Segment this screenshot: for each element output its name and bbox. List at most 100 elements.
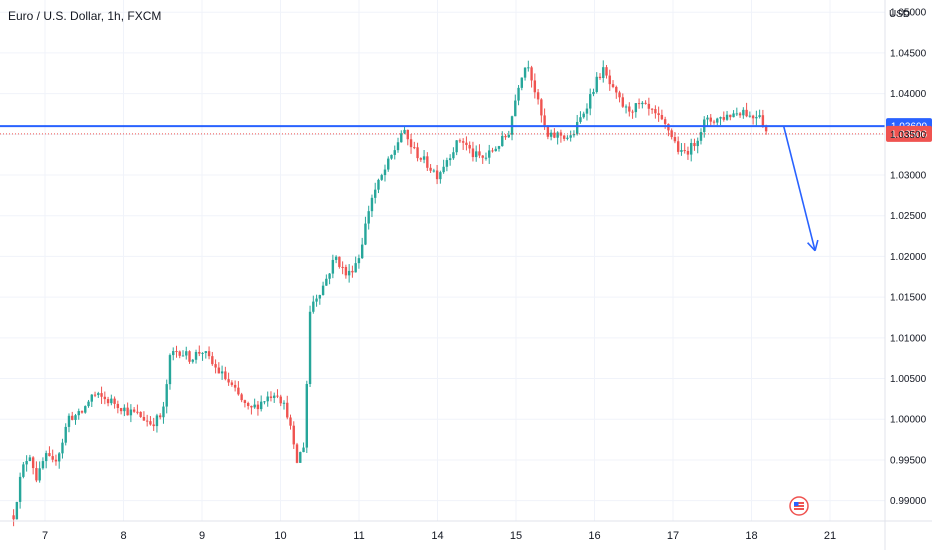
candle-body	[269, 396, 273, 398]
candle-body	[90, 394, 93, 402]
candle-body	[439, 172, 442, 180]
candle-body	[390, 154, 393, 159]
candle-body	[35, 468, 38, 481]
candle-body	[468, 145, 471, 149]
candle-body	[442, 166, 445, 173]
candle-body	[618, 92, 621, 98]
candle-body	[240, 394, 243, 401]
candle-body	[657, 113, 660, 116]
candle-body	[168, 355, 172, 385]
candle-body	[211, 356, 214, 365]
candle-body	[448, 158, 452, 161]
candle-body	[74, 415, 77, 420]
candle-body	[286, 402, 289, 418]
candle-body	[481, 155, 484, 158]
y-tick-label: 1.01000	[890, 333, 927, 344]
candle-body	[172, 351, 175, 356]
candle-body	[259, 401, 263, 410]
candle-body	[491, 150, 494, 152]
y-tick-label: 1.02000	[890, 252, 927, 263]
candle-body	[383, 169, 387, 176]
candle-body	[435, 170, 439, 180]
candle-body	[712, 121, 716, 123]
candle-body	[126, 407, 129, 416]
candle-body	[748, 115, 752, 117]
candle-body	[15, 501, 19, 520]
candle-body	[279, 396, 282, 404]
candle-body	[338, 256, 341, 267]
candle-body	[80, 411, 84, 413]
candle-body	[178, 351, 181, 356]
candle-body	[647, 103, 651, 109]
candle-body	[22, 464, 25, 477]
candle-body	[751, 115, 755, 119]
candle-body	[224, 371, 227, 380]
candle-body	[663, 119, 667, 124]
candle-body	[530, 67, 533, 81]
candle-body	[673, 137, 677, 142]
economic-event-flag-icon[interactable]	[789, 496, 809, 516]
candle-body	[48, 453, 51, 457]
candle-body	[318, 295, 322, 299]
candle-body	[732, 113, 735, 118]
candle-body	[598, 76, 602, 79]
candle-body	[364, 223, 367, 245]
candle-body	[637, 103, 641, 105]
candle-body	[461, 141, 465, 143]
candle-body	[725, 114, 729, 120]
candle-body	[722, 117, 725, 120]
overlays: 1.036001.03506	[0, 118, 932, 252]
projection-arrow-line[interactable]	[782, 125, 816, 251]
x-tick-label: 21	[824, 530, 836, 542]
candle-body	[97, 393, 100, 396]
candle-body	[419, 158, 423, 160]
currency-label[interactable]: USD	[889, 9, 911, 20]
y-tick-label: 0.99500	[890, 455, 927, 466]
candle-body	[266, 396, 269, 402]
last-price-label: 1.03506	[891, 129, 928, 140]
candle-body	[758, 115, 761, 117]
candle-body	[149, 421, 152, 425]
candle-body	[347, 270, 351, 276]
candle-body	[458, 140, 462, 142]
candle-body	[569, 135, 572, 138]
candle-body	[201, 352, 204, 354]
candle-body	[709, 117, 712, 122]
candle-body	[611, 84, 615, 87]
candle-body	[315, 298, 318, 302]
candle-body	[341, 266, 344, 268]
candle-body	[520, 77, 524, 88]
x-tick-label: 10	[274, 530, 286, 542]
candle-body	[325, 278, 328, 286]
y-tick-label: 1.00500	[890, 374, 927, 385]
candle-body	[579, 117, 582, 122]
x-tick-label: 15	[510, 530, 522, 542]
candle-body	[660, 115, 664, 120]
candle-body	[556, 132, 559, 138]
candle-body	[631, 111, 634, 113]
x-tick-label: 17	[667, 530, 679, 542]
candle-body	[38, 468, 41, 481]
candle-body	[110, 398, 113, 404]
candle-body	[683, 150, 686, 152]
candle-body	[237, 387, 240, 395]
candle-body	[220, 371, 224, 374]
candle-body	[351, 270, 354, 273]
candle-body	[207, 351, 211, 357]
candle-body	[191, 359, 194, 362]
candle-body	[67, 415, 71, 427]
candle-body	[162, 406, 165, 418]
candle-body	[549, 132, 553, 137]
candle-body	[312, 301, 315, 312]
candle-body	[175, 351, 178, 353]
y-tick-label: 1.04500	[890, 48, 927, 59]
candle-body	[478, 151, 481, 156]
candle-body	[139, 411, 142, 417]
candle-body	[644, 102, 647, 104]
candle-body	[422, 156, 426, 160]
candle-body	[628, 106, 631, 112]
candle-body	[51, 456, 54, 460]
candle-body	[484, 157, 488, 159]
candle-body	[429, 167, 432, 171]
